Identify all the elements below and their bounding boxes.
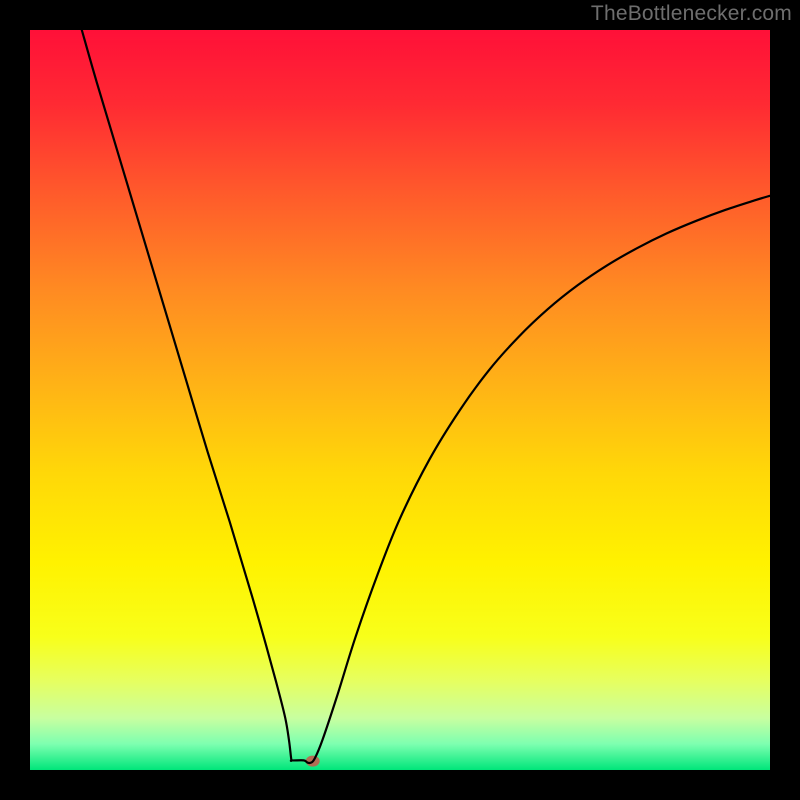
chart-container: TheBottlenecker.com [0,0,800,800]
bottleneck-chart-svg [0,0,800,800]
watermark-text: TheBottlenecker.com [591,2,792,26]
plot-background [30,30,770,770]
